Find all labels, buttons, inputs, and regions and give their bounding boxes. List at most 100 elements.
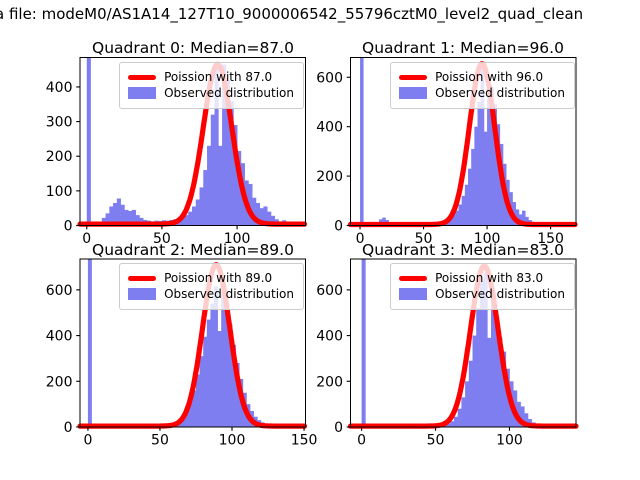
y-tick-label: 600	[316, 70, 343, 86]
histogram-bar	[120, 204, 125, 226]
histogram-bar	[206, 319, 211, 427]
histogram-bar	[464, 184, 469, 226]
y-tick-label: 400	[316, 120, 343, 136]
histogram-bar	[461, 195, 466, 226]
axis-ticks	[76, 289, 305, 431]
poisson-curve	[347, 61, 578, 228]
histogram-bar	[480, 67, 485, 226]
axis-tick-labels: 0 50 100 0 200 400 600	[316, 283, 523, 449]
poisson-curve	[77, 262, 308, 429]
histogram-bar	[502, 351, 507, 427]
histogram-bar	[218, 145, 223, 226]
histogram-bar	[124, 209, 129, 226]
poisson-legend-label: Poission with 89.0	[164, 271, 273, 285]
histogram-bar	[382, 217, 386, 226]
legend-quadrant-2: Poission with 89.0 Observed distribution	[119, 263, 304, 310]
histogram-bar	[455, 210, 459, 226]
x-tick-label: 50	[153, 231, 171, 247]
observed-patch-swatch	[128, 288, 157, 300]
histogram-bar	[237, 151, 242, 226]
histogram-bar	[87, 259, 92, 427]
poisson-line-swatch	[399, 275, 428, 281]
histogram-bar	[494, 319, 499, 427]
figure-title: a file: modeM0/AS1A14_127T10_9000006542_…	[0, 5, 584, 23]
histogram-bar	[454, 416, 459, 427]
histogram-bar	[221, 292, 226, 427]
axis-tick-labels: 0 50 100 0 100 200 300 400	[46, 80, 251, 247]
histogram-bar	[498, 337, 503, 427]
y-tick-label: 400	[316, 329, 343, 345]
histogram-bar	[224, 305, 229, 427]
axes-frame	[349, 56, 577, 227]
histogram-bar	[461, 397, 466, 427]
histogram-bar	[188, 401, 193, 427]
histogram-bar	[468, 168, 472, 226]
histogram-bar	[225, 80, 230, 226]
histogram-bar	[210, 303, 215, 427]
histogram-bar	[131, 209, 136, 226]
quadrant-3-title: Quadrant 3: Median=83.0	[362, 240, 564, 259]
histogram-bar	[181, 415, 186, 427]
histogram-bar	[217, 331, 222, 427]
histogram-bar	[199, 187, 204, 226]
axis-ticks	[76, 86, 238, 230]
histogram-bar	[525, 216, 529, 226]
quadrant-1-title: Quadrant 1: Median=96.0	[362, 39, 564, 57]
histogram-bar	[448, 218, 453, 226]
histogram-bar	[515, 209, 520, 226]
histogram-bar	[232, 344, 236, 427]
x-tick-label: 0	[357, 433, 366, 449]
quadrant-2-title: Quadrant 2: Median=89.0	[92, 240, 294, 259]
histogram-bar	[522, 210, 526, 226]
observed-legend-label: Observed distribution	[435, 86, 565, 100]
y-tick-label: 0	[64, 219, 73, 235]
y-tick-label: 0	[64, 420, 73, 436]
histogram-bar	[233, 125, 238, 226]
histogram-bar	[113, 202, 118, 226]
histogram-bar	[255, 202, 260, 226]
legend-row: Observed distribution	[399, 288, 565, 300]
x-tick-label: 50	[427, 433, 445, 449]
y-tick-label: 600	[46, 283, 73, 299]
histogram-bar	[474, 126, 478, 226]
x-tick-label: 150	[291, 433, 318, 449]
y-tick-label: 200	[46, 149, 73, 165]
histogram-bar	[487, 74, 491, 226]
histogram-bar	[116, 198, 121, 226]
x-tick-label: 100	[224, 231, 251, 247]
y-tick-label: 400	[46, 80, 73, 96]
legend-row: Poission with 89.0	[128, 272, 294, 284]
histogram-bar	[214, 286, 218, 427]
poisson-curve	[77, 61, 308, 227]
histogram-bar	[105, 213, 110, 226]
x-tick-label: 100	[474, 231, 501, 247]
poisson-curve	[347, 263, 579, 429]
histogram-bar	[184, 215, 189, 226]
axis-ticks	[346, 76, 552, 230]
y-tick-label: 200	[316, 169, 343, 185]
y-tick-label: 400	[46, 329, 73, 345]
histogram-bar	[468, 360, 473, 427]
x-tick-label: 50	[151, 433, 169, 449]
histogram-bar	[516, 401, 521, 427]
x-tick-label: 0	[82, 231, 91, 247]
x-tick-label: 100	[219, 433, 246, 449]
histogram-bar	[458, 204, 463, 226]
histogram-bar	[472, 335, 477, 427]
histogram-bar	[360, 57, 364, 226]
histogram-bar	[229, 100, 234, 226]
legend-row: Observed distribution	[128, 288, 294, 300]
histogram-bar	[195, 199, 200, 226]
histogram-bar	[207, 145, 212, 226]
histogram-bar	[214, 66, 219, 226]
y-tick-label: 300	[46, 115, 73, 131]
x-tick-label: 100	[496, 433, 523, 449]
poisson-legend-label: Poission with 83.0	[435, 271, 544, 285]
observed-legend-label: Observed distribution	[164, 287, 294, 301]
poisson-legend-label: Poission with 87.0	[164, 70, 273, 84]
histogram-bar	[192, 390, 197, 427]
axes-frame	[349, 258, 577, 428]
legend-row: Poission with 87.0	[128, 71, 294, 83]
histogram-bar	[86, 57, 91, 226]
